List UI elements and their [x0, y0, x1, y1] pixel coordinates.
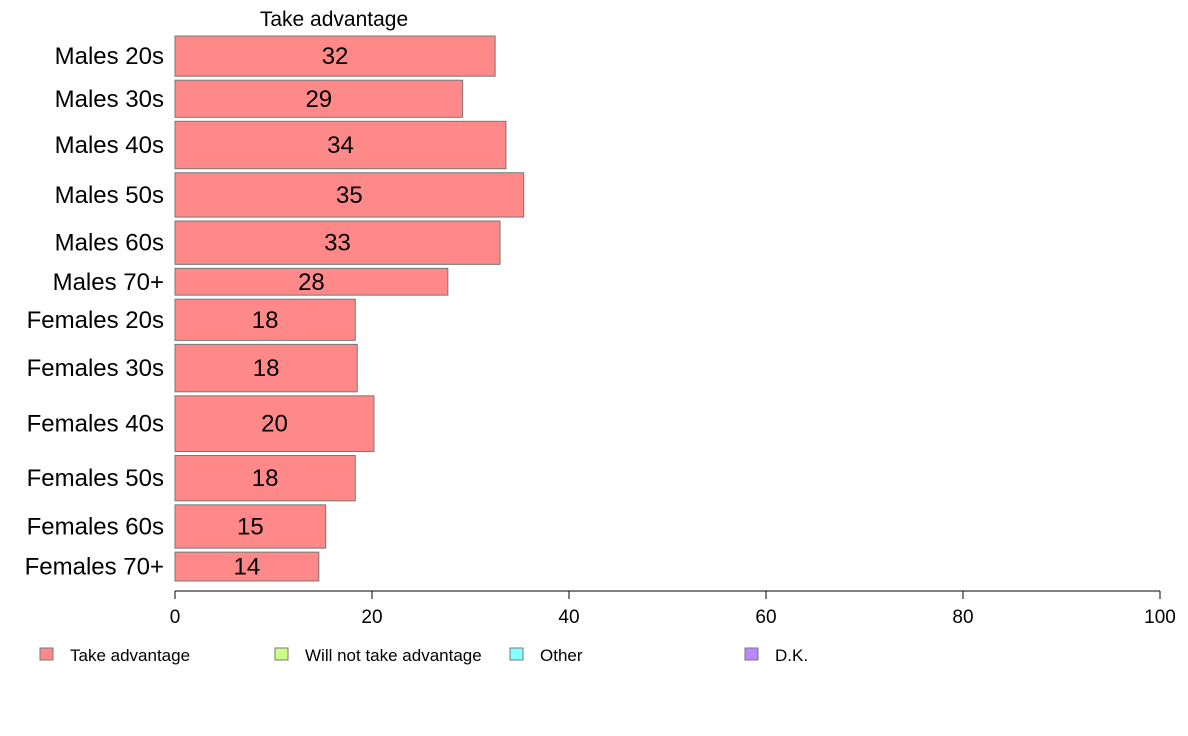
category-label: Males 20s [55, 43, 164, 70]
bar [174, 172, 525, 218]
x-axis: 0 20 40 60 80 100 [170, 590, 1176, 628]
x-tick-label: 20 [361, 607, 382, 628]
x-tick-label: 0 [170, 607, 181, 628]
x-tick-label: 80 [952, 607, 973, 628]
legend-label: Other [540, 646, 583, 665]
bar [174, 395, 375, 452]
legend-label: Will not take advantage [305, 646, 482, 665]
bar-value-label: 33 [324, 230, 351, 257]
bar [174, 343, 358, 393]
category-label: Females 20s [27, 307, 164, 334]
bar-value-label: 28 [298, 269, 325, 296]
category-label: Females 60s [27, 513, 164, 540]
category-label: Males 70+ [53, 269, 164, 296]
bar [174, 298, 356, 341]
bar-value-label: 29 [305, 86, 332, 113]
legend-swatch [39, 647, 54, 661]
legend-label: Take advantage [70, 646, 190, 665]
bar [174, 504, 327, 549]
category-label: Males 50s [55, 182, 164, 209]
category-label: Females 70+ [25, 554, 164, 581]
bar-value-label: 18 [253, 355, 280, 382]
category-label: Males 40s [55, 132, 164, 159]
series-column-title: Take advantage [260, 8, 408, 31]
bar-value-label: 20 [261, 411, 288, 438]
bar [174, 35, 496, 77]
bar-value-label: 18 [252, 307, 279, 334]
category-label: Females 40s [27, 411, 164, 438]
legend-swatch [744, 647, 759, 661]
bar [174, 267, 449, 296]
category-label: Males 60s [55, 230, 164, 257]
legend-swatch [274, 647, 289, 661]
bar [174, 79, 464, 118]
legend: Take advantage Will not take advantage Oth… [39, 646, 808, 665]
x-tick-label: 40 [558, 607, 579, 628]
legend-label: D.K. [775, 646, 808, 665]
x-tick-label: 100 [1144, 607, 1176, 628]
bar-value-label: 35 [336, 182, 363, 209]
bar [174, 454, 356, 502]
x-tick-label: 60 [755, 607, 776, 628]
bar-value-label: 15 [237, 513, 264, 540]
category-label: Males 30s [55, 86, 164, 113]
bar-value-label: 18 [252, 465, 279, 492]
bar [174, 220, 501, 265]
bar-value-label: 14 [234, 554, 261, 581]
bar-value-label: 34 [327, 132, 354, 159]
legend-swatch [509, 647, 524, 661]
category-label: Females 30s [27, 355, 164, 382]
bar [174, 551, 320, 582]
bar-value-label: 32 [322, 43, 349, 70]
bar [174, 120, 507, 170]
bars-group: Males 20s 32 Males 30s 29 Males 40s 34 Males 5… [25, 35, 525, 582]
category-label: Females 50s [27, 465, 164, 492]
